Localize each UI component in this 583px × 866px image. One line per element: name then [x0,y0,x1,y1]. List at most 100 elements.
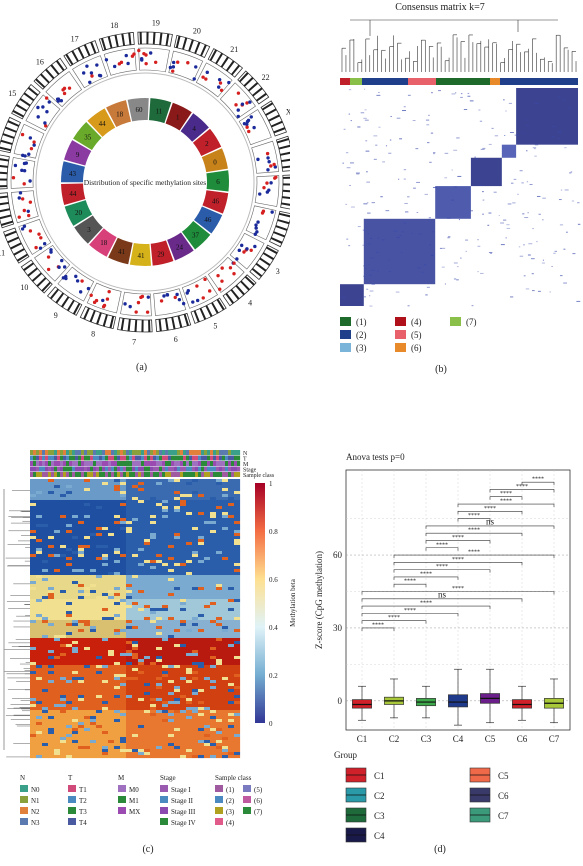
methylation-site-point [146,295,150,299]
annotation-cell [213,450,217,455]
heatmap-cell [144,680,151,684]
heatmap-cell [174,611,181,615]
annotation-cell [78,455,82,461]
heatmap-cell [174,572,181,576]
heatmap-cell [192,572,199,576]
consensus-noise [403,169,407,171]
heatmap-cell [90,740,97,744]
heatmap-cell [144,722,151,726]
heatmap-cell [198,485,205,489]
heatmap-cell [96,629,103,633]
heatmap-cell [168,479,175,483]
heatmap-cell [162,680,169,684]
chromosome-band [0,185,8,188]
heatmap-cell [216,524,223,528]
chromosome-label: 22 [262,73,270,82]
heatmap-cell [102,536,109,540]
heatmap-cell [168,497,175,501]
heatmap-cell [60,626,67,630]
heatmap-cell [204,749,211,753]
heatmap-cell [48,674,55,678]
heatmap-cell [30,548,37,552]
heatmap-cell [210,632,217,636]
heatmap-cell [96,512,103,516]
heatmap-cell [132,662,139,666]
heatmap-cell [72,656,79,660]
heatmap-cell [72,686,79,690]
heatmap-cell [216,494,223,498]
consensus-noise [506,224,510,226]
heatmap-cell [222,737,229,741]
heatmap-cell [162,617,169,621]
heatmap-cell [84,668,91,672]
heatmap-cell [60,554,67,558]
heatmap-cell [186,542,193,546]
heatmap-cell [36,740,43,744]
heatmap-cell [192,737,199,741]
heatmap-cell [48,494,55,498]
heatmap-cell [108,536,115,540]
heatmap-cell [72,749,79,753]
heatmap-cell [216,632,223,636]
annotation-cell [114,461,118,466]
heatmap-cell [90,635,97,639]
heatmap-cell [108,707,115,711]
heatmap-cell [156,659,163,663]
annotation-cell [39,461,43,466]
cluster-sector-count: 6 [216,178,220,186]
heatmap-cell [204,659,211,663]
heatmap-cell [156,575,163,579]
heatmap-cell [30,713,37,717]
heatmap-cell [138,485,145,489]
annotation-cell [162,450,166,455]
annotation-cell [171,466,175,472]
heatmap-cell [168,692,175,696]
heatmap-cell [66,710,73,714]
heatmap-cell [54,743,61,747]
heatmap-cell [180,518,187,522]
annotation-cell [192,472,196,477]
heatmap-cell [234,548,241,552]
heatmap-cell [228,644,235,648]
heatmap-cell [222,569,229,573]
heatmap-cell [78,692,85,696]
heatmap-cell [102,644,109,648]
methylation-site-point [194,65,198,69]
heatmap-cell [84,743,91,747]
consensus-noise [368,264,370,266]
annotation-cell [237,450,241,455]
heatmap-cell [186,617,193,621]
annotation-cell [63,455,67,461]
heatmap-cell [72,599,79,603]
heatmap-cell [90,668,97,672]
cluster-legend-swatch [340,330,351,339]
legend-label: C7 [498,811,509,821]
heatmap-cell [108,698,115,702]
heatmap-cell [96,524,103,528]
heatmap-cell [222,695,229,699]
heatmap-cell [54,581,61,585]
consensus-noise [480,158,485,160]
heatmap-cell [30,734,37,738]
heatmap-cell [30,530,37,534]
heatmap-cell [84,734,91,738]
heatmap-cell [162,545,169,549]
heatmap-cell [30,752,37,756]
heatmap-cell [156,731,163,735]
heatmap-cell [90,581,97,585]
heatmap-cell [132,587,139,591]
heatmap-cell [120,722,127,726]
heatmap-cell [60,530,67,534]
chromosome-label: X [286,108,290,117]
heatmap-cell [66,578,73,582]
heatmap-cell [198,638,205,642]
heatmap-cell [180,734,187,738]
heatmap-cell [174,590,181,594]
heatmap-cell [48,587,55,591]
heatmap-cell [174,533,181,537]
annotation-cell [54,461,58,466]
heatmap-cell [204,581,211,585]
consensus-noise [541,262,545,264]
heatmap-cell [216,491,223,495]
heatmap-cell [174,557,181,561]
